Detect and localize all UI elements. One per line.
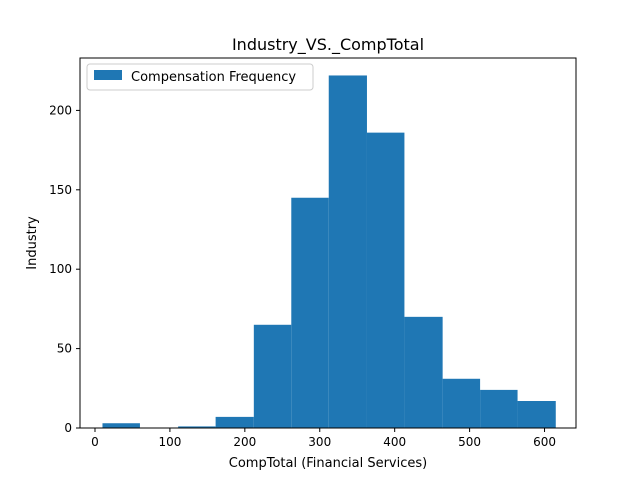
x-axis-label: CompTotal (Financial Services) <box>229 456 427 471</box>
x-tick-label: 400 <box>383 435 406 449</box>
y-tick-label: 0 <box>64 421 72 435</box>
x-tick-label: 500 <box>458 435 481 449</box>
histogram-bar-10 <box>480 389 518 428</box>
histogram-bar-4 <box>253 324 292 428</box>
histogram-bar-8 <box>404 316 443 428</box>
y-tick-label: 50 <box>57 342 72 356</box>
histogram-bar-6 <box>328 75 367 429</box>
x-tick-label: 0 <box>91 435 99 449</box>
legend-swatch <box>94 70 122 80</box>
y-tick-label: 100 <box>49 262 72 276</box>
x-tick-label: 100 <box>158 435 181 449</box>
legend: Compensation Frequency <box>86 63 314 91</box>
histogram-bar-0 <box>102 423 140 428</box>
x-tick-label: 200 <box>233 435 256 449</box>
x-tick-label: 300 <box>308 435 331 449</box>
x-tick-label: 600 <box>533 435 556 449</box>
chart-title: Industry_VS._CompTotal <box>232 35 424 55</box>
histogram-bar-9 <box>442 378 481 428</box>
histogram-bar-11 <box>517 401 556 428</box>
histogram-bar-7 <box>366 132 405 428</box>
y-axis-label: Industry <box>25 216 40 270</box>
y-tick-label: 200 <box>49 103 72 117</box>
bars-group <box>102 75 556 429</box>
y-axis-ticks: 0 50 100 150 200 <box>49 103 80 435</box>
plot-frame <box>79 57 577 429</box>
histogram-bar-5 <box>291 197 329 428</box>
x-axis-ticks: 0 100 200 300 400 500 600 <box>91 428 556 449</box>
histogram-bar-3 <box>215 416 254 428</box>
histogram-bar-2 <box>178 426 216 428</box>
legend-frame <box>86 63 314 91</box>
y-tick-label: 150 <box>49 183 72 197</box>
legend-label: Compensation Frequency <box>131 70 296 85</box>
